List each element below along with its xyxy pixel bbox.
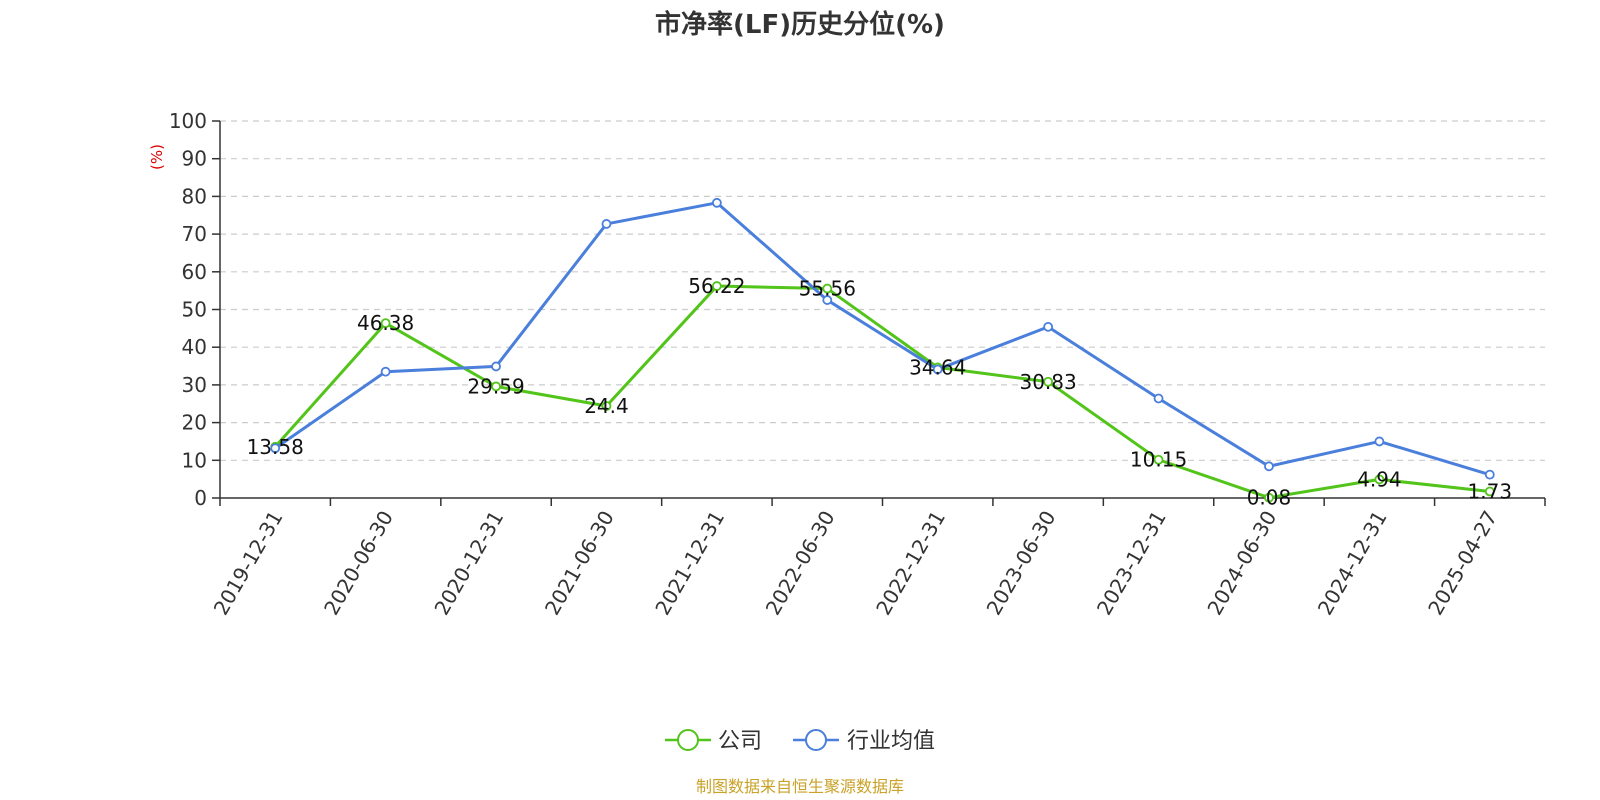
data-label: 0.08 (1247, 486, 1292, 510)
legend-label: 公司 (718, 729, 762, 754)
data-point (1374, 474, 1385, 485)
legend-label: 行业均值 (847, 729, 935, 754)
data-point (932, 364, 943, 375)
y-tick-label: 0 (194, 486, 207, 510)
data-label: 24.4 (584, 394, 629, 418)
y-tick-label: 80 (182, 184, 207, 208)
data-point (1153, 393, 1164, 404)
data-point (270, 443, 281, 454)
x-tick-label: 2024-06-30 (1202, 507, 1281, 620)
data-label: 10.15 (1130, 448, 1187, 472)
data-label: 1.73 (1468, 479, 1513, 503)
x-tick-label: 2022-06-30 (761, 507, 840, 620)
y-tick-label: 20 (182, 411, 207, 435)
data-point (1484, 469, 1495, 480)
data-point (491, 381, 501, 392)
y-tick-label: 70 (182, 222, 207, 246)
series-line (274, 201, 1491, 477)
grid-lines (220, 120, 1545, 461)
data-point (491, 361, 501, 372)
data-point (1374, 436, 1385, 447)
data-point (601, 401, 612, 411)
series-line (274, 284, 1490, 500)
y-tick-label: 90 (182, 147, 207, 171)
legend-marker-icon (805, 729, 827, 751)
legend-item-1[interactable]: 行业均值 (793, 729, 935, 754)
y-axis-unit-label: (%) (148, 144, 166, 170)
x-tick-label: 2019-12-31 (209, 507, 288, 620)
y-tick-label: 30 (182, 373, 207, 397)
data-point (1264, 492, 1274, 503)
data-point (822, 283, 833, 294)
x-tick-label: 2025-04-27 (1423, 507, 1502, 620)
series-1 (270, 197, 1495, 480)
data-label: 46.38 (357, 311, 414, 335)
data-label: 4.94 (1357, 467, 1402, 491)
data-point (1043, 321, 1054, 332)
data-point (380, 318, 391, 329)
x-tick-label: 2021-06-30 (540, 507, 619, 620)
data-point (822, 295, 833, 305)
y-tick-label: 50 (182, 298, 207, 322)
chart-title: 市净率(LF)历史分位(%) (655, 9, 945, 40)
x-tick-label: 2021-12-31 (650, 507, 729, 620)
data-point (1043, 376, 1054, 387)
data-label: 30.83 (1019, 370, 1076, 394)
data-labels: 13.58 46.38 29.59 24.4 56.22 55.56 34.64 30.83 1… (247, 274, 1512, 510)
series-0 (270, 281, 1495, 503)
data-label: 55.56 (799, 277, 856, 301)
x-tick-label: 2022-12-31 (871, 507, 950, 620)
y-tick-label: 100 (169, 109, 207, 133)
legend-item-0[interactable]: 公司 (665, 729, 762, 754)
data-point (711, 197, 722, 208)
data-point (1153, 454, 1164, 465)
data-point (380, 366, 391, 377)
data-label: 56.22 (688, 274, 745, 298)
legend-marker-icon (677, 729, 699, 751)
data-point (601, 219, 612, 229)
data-point (1484, 486, 1495, 497)
axes: 0 10 20 30 40 50 60 70 80 90 100 2019-12-31 2020-06-… (169, 109, 1546, 620)
y-tick-label: 60 (182, 260, 207, 284)
source-note: 制图数据来自恒生聚源数据库 (696, 777, 904, 796)
x-tick-label: 2020-12-31 (429, 507, 508, 620)
x-tick-label: 2024-12-31 (1313, 507, 1392, 620)
data-point (1264, 461, 1274, 472)
legend[interactable]: 公司 行业均值 (665, 729, 935, 754)
x-tick-label: 2023-12-31 (1092, 507, 1171, 620)
data-point (711, 281, 722, 291)
y-tick-label: 10 (182, 448, 207, 472)
x-tick-label: 2020-06-30 (319, 507, 398, 620)
data-label: 13.58 (247, 435, 304, 459)
y-tick-label: 40 (182, 335, 207, 359)
data-label: 34.64 (909, 355, 966, 379)
series-lines (270, 197, 1495, 503)
x-tick-label: 2023-06-30 (982, 507, 1061, 620)
data-label: 29.59 (467, 374, 524, 398)
